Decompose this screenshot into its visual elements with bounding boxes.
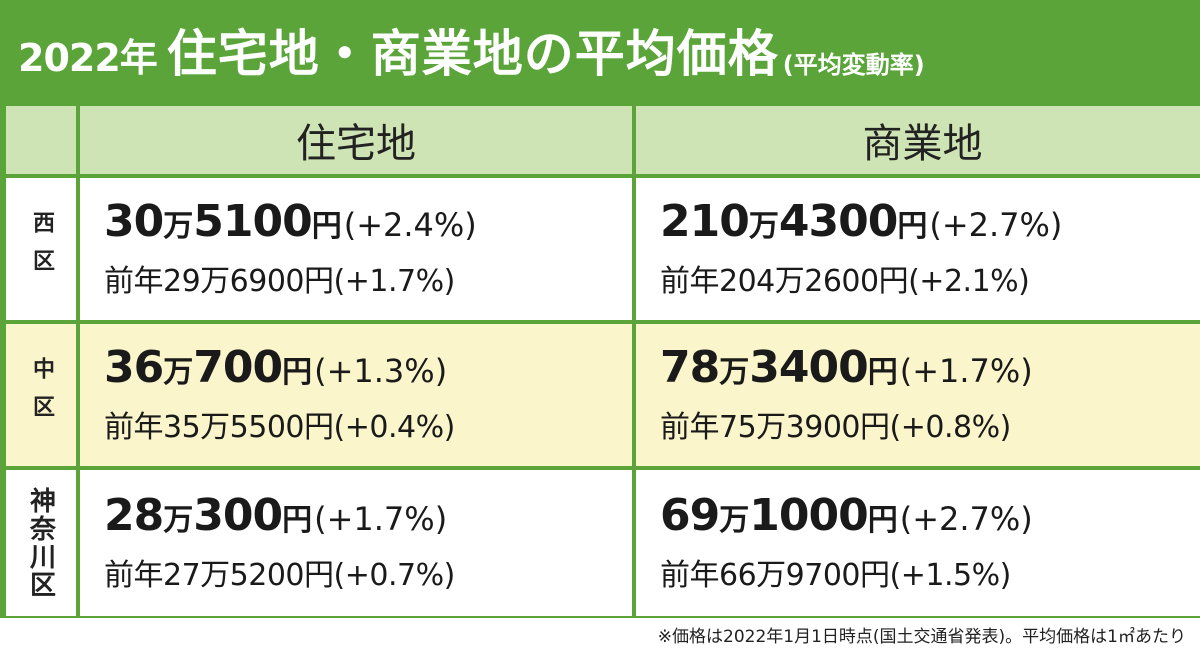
change-rate: (+1.7%) <box>899 351 1033 390</box>
change-rate: (+2.4%) <box>343 205 477 244</box>
previous-year-price: 前年75万3900円(+0.8%) <box>660 410 1011 446</box>
cell-nishi-commercial: 210万4300円(+2.7%) 前年204万2600円(+2.1%) <box>636 178 1200 320</box>
table-corner <box>6 106 76 174</box>
column-header-residential: 住宅地 <box>80 106 632 174</box>
current-price: 78万3400円(+1.7%) <box>660 341 1033 393</box>
title-subtitle: (平均変動率) <box>782 50 925 79</box>
previous-year-price: 前年66万9700円(+1.5%) <box>660 558 1011 594</box>
row-label-nishi: 西区 <box>6 178 76 320</box>
current-price: 30万5100円(+2.4%) <box>104 195 477 247</box>
cell-kanagawa-residential: 28万300円(+1.7%) 前年27万5200円(+0.7%) <box>80 470 632 616</box>
cell-nishi-residential: 30万5100円(+2.4%) 前年29万6900円(+1.7%) <box>80 178 632 320</box>
change-rate: (+1.7%) <box>314 499 448 538</box>
footnote: ※価格は2022年1月1日時点(国土交通省発表)。平均価格は1㎡あたり <box>657 627 1186 647</box>
row-label-kanagawa: 神奈川区 <box>6 470 76 616</box>
cell-kanagawa-commercial: 69万1000円(+2.7%) 前年66万9700円(+1.5%) <box>636 470 1200 616</box>
current-price: 69万1000円(+2.7%) <box>660 489 1033 541</box>
change-rate: (+2.7%) <box>929 205 1063 244</box>
previous-year-price: 前年204万2600円(+2.1%) <box>660 264 1030 300</box>
previous-year-price: 前年29万6900円(+1.7%) <box>104 264 455 300</box>
title-main: 住宅地・商業地の平均価格 <box>166 25 779 83</box>
current-price: 36万700円(+1.3%) <box>104 341 448 393</box>
previous-year-price: 前年27万5200円(+0.7%) <box>104 558 455 594</box>
current-price: 28万300円(+1.7%) <box>104 489 448 541</box>
price-table: 住宅地 商業地 西区 30万5100円(+2.4%) 前年29万6900円(+1… <box>0 100 1200 618</box>
previous-year-price: 前年35万5500円(+0.4%) <box>104 410 455 446</box>
change-rate: (+1.3%) <box>314 351 448 390</box>
cell-naka-commercial: 78万3400円(+1.7%) 前年75万3900円(+0.8%) <box>636 324 1200 466</box>
column-header-commercial: 商業地 <box>636 106 1200 174</box>
change-rate: (+2.7%) <box>899 499 1033 538</box>
title-bar: 2022年 住宅地・商業地の平均価格 (平均変動率) <box>0 0 1200 100</box>
cell-naka-residential: 36万700円(+1.3%) 前年35万5500円(+0.4%) <box>80 324 632 466</box>
current-price: 210万4300円(+2.7%) <box>660 195 1063 247</box>
title-year: 2022年 <box>18 35 158 80</box>
row-label-naka: 中区 <box>6 324 76 466</box>
